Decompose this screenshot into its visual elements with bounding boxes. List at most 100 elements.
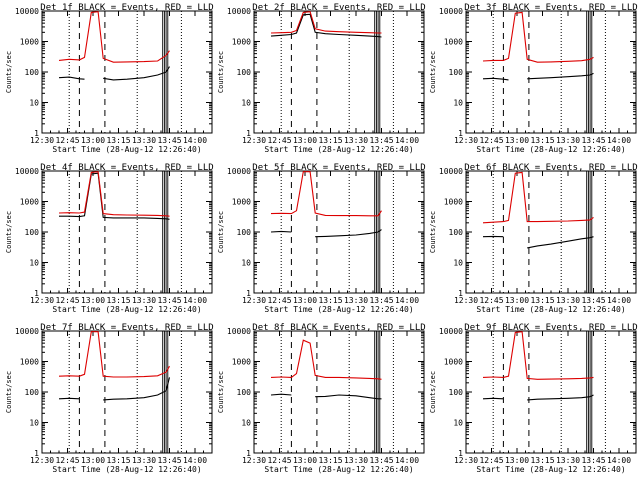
y-tick-label: 10000 (15, 7, 39, 16)
y-axis-label: Counts/sec (5, 211, 13, 253)
y-tick-label: 10 (241, 259, 251, 268)
x-tick-label: 14:00 (183, 456, 207, 465)
x-tick-label: 14:00 (395, 136, 419, 145)
x-tick-label: 12:30 (30, 136, 54, 145)
x-tick-label: 13:15 (318, 296, 342, 305)
plot-frame (41, 10, 213, 134)
y-axis-label: Counts/sec (217, 51, 225, 93)
x-tick-label: 13:30 (132, 136, 156, 145)
y-tick-label: 1 (34, 129, 39, 138)
x-tick-label: 13:30 (344, 456, 368, 465)
x-tick-label: 12:30 (242, 296, 266, 305)
panel-title: Det 4f BLACK = Events, RED = LLD (40, 163, 213, 173)
y-tick-label: 100 (237, 68, 252, 77)
lld-series-line (482, 171, 594, 224)
plot-frame (41, 330, 213, 454)
events-series-line (270, 230, 292, 233)
lld-series-line (482, 331, 594, 380)
lld-series-line (58, 171, 170, 217)
x-tick-label: 13:30 (132, 456, 156, 465)
y-tick-label: 10000 (439, 327, 463, 336)
x-tick-label: 13:00 (293, 296, 317, 305)
events-series-line (103, 377, 171, 401)
x-tick-label: 14:00 (607, 296, 631, 305)
y-tick-label: 10 (29, 259, 39, 268)
x-axis-label: Start Time (28-Aug-12 12:26:40) (52, 465, 201, 474)
x-axis-label: Start Time (28-Aug-12 12:26:40) (264, 305, 413, 314)
x-axis-label: Start Time (28-Aug-12 12:26:40) (52, 305, 201, 314)
panel-title: Det 7f BLACK = Events, RED = LLD (40, 323, 213, 333)
panel-title: Det 6f BLACK = Events, RED = LLD (464, 163, 637, 173)
lld-series-line (482, 11, 594, 63)
lld-series-line (270, 339, 382, 380)
x-tick-label: 13:30 (556, 136, 580, 145)
x-tick-label: 13:00 (81, 136, 105, 145)
y-tick-label: 1000 (20, 358, 39, 367)
x-tick-label: 14:00 (183, 136, 207, 145)
x-axis-label: Start Time (28-Aug-12 12:26:40) (264, 465, 413, 474)
x-tick-label: 13:45 (157, 456, 181, 465)
x-tick-label: 13:15 (530, 456, 554, 465)
y-tick-label: 1 (458, 129, 463, 138)
x-tick-label: 13:15 (318, 136, 342, 145)
plot-frame (253, 10, 425, 134)
y-tick-label: 10000 (15, 167, 39, 176)
detector-panel: Det 2f BLACK = Events, RED = LLD Counts/s… (217, 3, 426, 154)
y-axis-label: Counts/sec (429, 371, 437, 413)
y-tick-label: 10000 (227, 327, 251, 336)
events-series-line (270, 393, 292, 396)
x-tick-label: 12:45 (267, 456, 291, 465)
events-series-line (58, 397, 80, 400)
x-tick-label: 13:15 (318, 456, 342, 465)
y-tick-label: 100 (25, 68, 40, 77)
y-axis-label: Counts/sec (217, 211, 225, 253)
x-tick-label: 13:30 (344, 296, 368, 305)
y-tick-label: 10 (241, 99, 251, 108)
y-tick-label: 1000 (20, 198, 39, 207)
x-tick-label: 14:00 (607, 136, 631, 145)
x-tick-label: 13:45 (369, 296, 393, 305)
y-tick-label: 100 (25, 228, 40, 237)
y-tick-label: 1000 (444, 198, 463, 207)
x-tick-label: 12:30 (30, 296, 54, 305)
y-tick-label: 1000 (444, 38, 463, 47)
x-tick-label: 14:00 (183, 296, 207, 305)
plot-frame (465, 170, 637, 294)
x-tick-label: 13:30 (344, 136, 368, 145)
x-tick-label: 13:45 (157, 296, 181, 305)
x-tick-label: 13:00 (293, 456, 317, 465)
y-tick-label: 10000 (15, 327, 39, 336)
events-series-line (59, 172, 170, 220)
y-tick-label: 10 (241, 419, 251, 428)
panel-title: Det 1f BLACK = Events, RED = LLD (40, 3, 213, 13)
y-tick-label: 1 (34, 449, 39, 458)
detector-panel: Det 7f BLACK = Events, RED = LLD Counts/s… (5, 323, 214, 474)
x-tick-label: 13:00 (293, 136, 317, 145)
x-tick-label: 13:15 (530, 296, 554, 305)
x-tick-label: 12:30 (454, 296, 478, 305)
y-tick-label: 1 (458, 449, 463, 458)
plot-frame (465, 330, 637, 454)
y-tick-label: 1 (34, 289, 39, 298)
x-tick-label: 13:45 (581, 296, 605, 305)
x-tick-label: 12:45 (479, 136, 503, 145)
lld-series-line (58, 11, 170, 63)
x-tick-label: 12:45 (267, 296, 291, 305)
events-series-line (482, 397, 504, 400)
x-tick-label: 13:00 (505, 456, 529, 465)
y-tick-label: 100 (449, 228, 464, 237)
y-tick-label: 100 (237, 388, 252, 397)
events-series-line (527, 394, 594, 401)
x-tick-label: 13:45 (581, 456, 605, 465)
x-tick-label: 13:00 (505, 136, 529, 145)
panel-title: Det 9f BLACK = Events, RED = LLD (464, 323, 637, 333)
x-tick-label: 13:45 (369, 136, 393, 145)
y-tick-label: 10 (29, 419, 39, 428)
x-tick-label: 13:15 (106, 296, 130, 305)
x-tick-label: 12:30 (242, 456, 266, 465)
events-series-line (527, 72, 594, 80)
y-tick-label: 10 (453, 99, 463, 108)
y-tick-label: 1000 (444, 358, 463, 367)
y-tick-label: 100 (237, 228, 252, 237)
